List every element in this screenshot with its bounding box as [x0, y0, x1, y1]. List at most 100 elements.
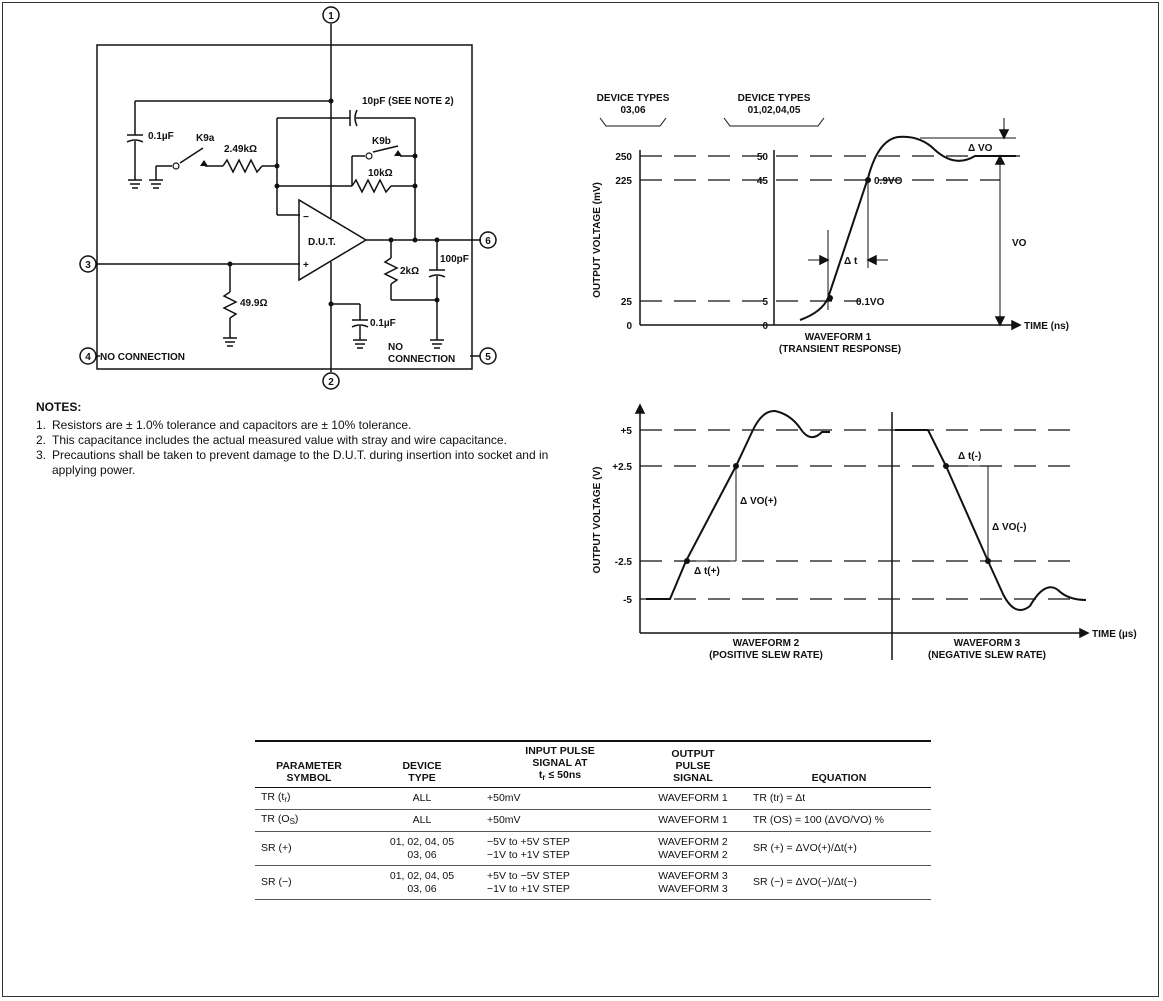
wf1-vo-label: VO — [1012, 238, 1027, 249]
symbol-text: TR (O — [261, 813, 290, 825]
input-line: −5V to +5V STEP — [487, 835, 570, 848]
wf23-tick-plus2-5: +2.5 — [612, 462, 632, 473]
cap-supply-label: 0.1µF — [370, 318, 396, 329]
switch-k9b-label: K9b — [372, 136, 391, 147]
notes-section: NOTES: 1. Resistors are ± 1.0% tolerance… — [36, 400, 556, 478]
table-row: TR (OS) ALL +50mV WAVEFORM 1 TR (OS) = 1… — [255, 810, 931, 832]
wf1-tick-b-5: 5 — [762, 297, 768, 308]
wf3-subtitle: (NEGATIVE SLEW RATE) — [928, 650, 1046, 661]
cell-device: 01, 02, 04, 05 03, 06 — [363, 832, 481, 866]
header-line: SIGNAL AT — [532, 757, 588, 769]
col-header-device: DEVICE TYPE — [363, 741, 481, 788]
note-text: This capacitance includes the actual mea… — [52, 433, 507, 447]
col-header-equation: EQUATION — [747, 741, 931, 788]
cell-input: +5V to −5V STEP −1V to +1V STEP — [481, 866, 639, 900]
wf1-tick-a-250: 250 — [615, 152, 632, 163]
nc-left-label: NO CONNECTION — [100, 352, 185, 363]
cap-feedback-label: 10pF (SEE NOTE 2) — [362, 96, 454, 107]
opamp-label: D.U.T. — [308, 237, 336, 248]
node-6-label: 6 — [485, 236, 491, 247]
input-line: +50mV — [487, 792, 521, 804]
input-line: +5V to −5V STEP — [487, 869, 570, 882]
table-row: SR (+) 01, 02, 04, 05 03, 06 −5V to +5V … — [255, 832, 931, 866]
wf1-device-types-b-line2: 01,02,04,05 — [748, 105, 801, 116]
nc-right-label-2: CONNECTION — [388, 354, 455, 365]
cap-load-label: 100pF — [440, 254, 469, 265]
note-item-2: 2. This capacitance includes the actual … — [36, 433, 556, 448]
symbol-sub: S — [289, 817, 295, 826]
note-number: 2. — [36, 433, 47, 447]
res-term-label: 49.9Ω — [240, 298, 267, 309]
input-line: +50mV — [487, 814, 521, 826]
header-t-sub: r — [542, 773, 546, 782]
parameter-table: PARAMETER SYMBOL DEVICE TYPE INPUT PULSE… — [255, 740, 931, 900]
device-line: ALL — [412, 792, 432, 804]
wf23-tick-plus5: +5 — [621, 426, 633, 437]
node-5-label: 5 — [485, 352, 491, 363]
wf23-tick-minus2-5: -2.5 — [615, 557, 633, 568]
cell-symbol: TR (OS) — [255, 810, 363, 832]
device-line: 03, 06 — [407, 882, 437, 895]
cell-equation: SR (−) = ΔVO(−)/Δt(−) — [753, 876, 857, 888]
wf1-tick-a-25: 25 — [621, 297, 633, 308]
symbol-text: TR (t — [261, 791, 285, 803]
output-line: WAVEFORM 1 — [658, 792, 728, 804]
cell-input: +50mV — [481, 810, 639, 832]
output-line: WAVEFORM 2 — [658, 848, 728, 861]
col-header-parameter: PARAMETER SYMBOL — [255, 741, 363, 788]
cell-input: +50mV — [481, 788, 639, 810]
col-header-input: INPUT PULSE SIGNAL AT tr ≤ 50ns — [481, 741, 639, 788]
header-line: PULSE — [675, 760, 711, 772]
wf1-tick-b-0: 0 — [762, 321, 768, 332]
wf1-time-axis-label: TIME (ns) — [1024, 321, 1069, 332]
cell-output: WAVEFORM 3 WAVEFORM 3 — [639, 866, 747, 900]
cell-output: WAVEFORM 1 — [639, 788, 747, 810]
cell-equation: TR (tr) = Δt — [753, 792, 806, 804]
cell-symbol: TR (tr) — [255, 788, 363, 810]
node-1-label: 1 — [328, 11, 334, 22]
col-header-output: OUTPUT PULSE SIGNAL — [639, 741, 747, 788]
header-line: EQUATION — [811, 772, 867, 784]
wf1-tick-a-0: 0 — [626, 321, 632, 332]
header-t: t — [538, 769, 543, 781]
header-line: DEVICE — [402, 760, 442, 772]
node-3-label: 3 — [85, 260, 91, 271]
wf1-subtitle: (TRANSIENT RESPONSE) — [779, 344, 901, 355]
wf2-subtitle: (POSITIVE SLEW RATE) — [709, 650, 823, 661]
table-header-row: PARAMETER SYMBOL DEVICE TYPE INPUT PULSE… — [255, 741, 931, 788]
wf1-point-lo-label: 0.1VO — [856, 297, 885, 308]
header-line: tr ≤ 50ns — [485, 769, 635, 784]
node-2-label: 2 — [328, 377, 334, 388]
table-row: SR (−) 01, 02, 04, 05 03, 06 +5V to −5V … — [255, 866, 931, 900]
res-feedback-label: 10kΩ — [368, 168, 393, 179]
header-line: INPUT PULSE — [525, 745, 595, 757]
cell-device: 01, 02, 04, 05 03, 06 — [363, 866, 481, 900]
output-line: WAVEFORM 3 — [658, 869, 728, 882]
symbol-text: SR (+) — [261, 842, 292, 854]
wf1-title: WAVEFORM 1 — [805, 332, 872, 343]
wf23-tick-minus5: -5 — [623, 595, 632, 606]
cell-device: ALL — [363, 810, 481, 832]
node-4-label: 4 — [85, 352, 91, 363]
wf1-delta-vo-label: Δ VO — [968, 143, 993, 154]
device-line: 01, 02, 04, 05 — [389, 869, 455, 882]
wf3-delta-vo-label: Δ VO(-) — [992, 522, 1026, 533]
wf1-tick-b-45: 45 — [757, 176, 769, 187]
cell-equation: SR (+) = ΔVO(+)/Δt(+) — [753, 842, 857, 854]
wf1-tick-b-50: 50 — [757, 152, 769, 163]
wf23-time-axis-label: TIME (µs) — [1092, 629, 1137, 640]
cell-device: ALL — [363, 788, 481, 810]
note-item-3: 3. Precautions shall be taken to prevent… — [36, 448, 556, 478]
wf2-delta-t-label: Δ t(+) — [694, 566, 720, 577]
wf1-device-types-a-line2: 03,06 — [620, 105, 645, 116]
note-text: Precautions shall be taken to prevent da… — [52, 448, 549, 477]
opamp-minus-label: − — [303, 212, 309, 223]
cell-symbol: SR (+) — [255, 832, 363, 866]
device-line: 03, 06 — [407, 848, 437, 861]
header-line: TYPE — [408, 772, 436, 784]
header-t-cond: ≤ 50ns — [545, 769, 582, 781]
table-row: TR (tr) ALL +50mV WAVEFORM 1 TR (tr) = Δ… — [255, 788, 931, 810]
cell-symbol: SR (−) — [255, 866, 363, 900]
